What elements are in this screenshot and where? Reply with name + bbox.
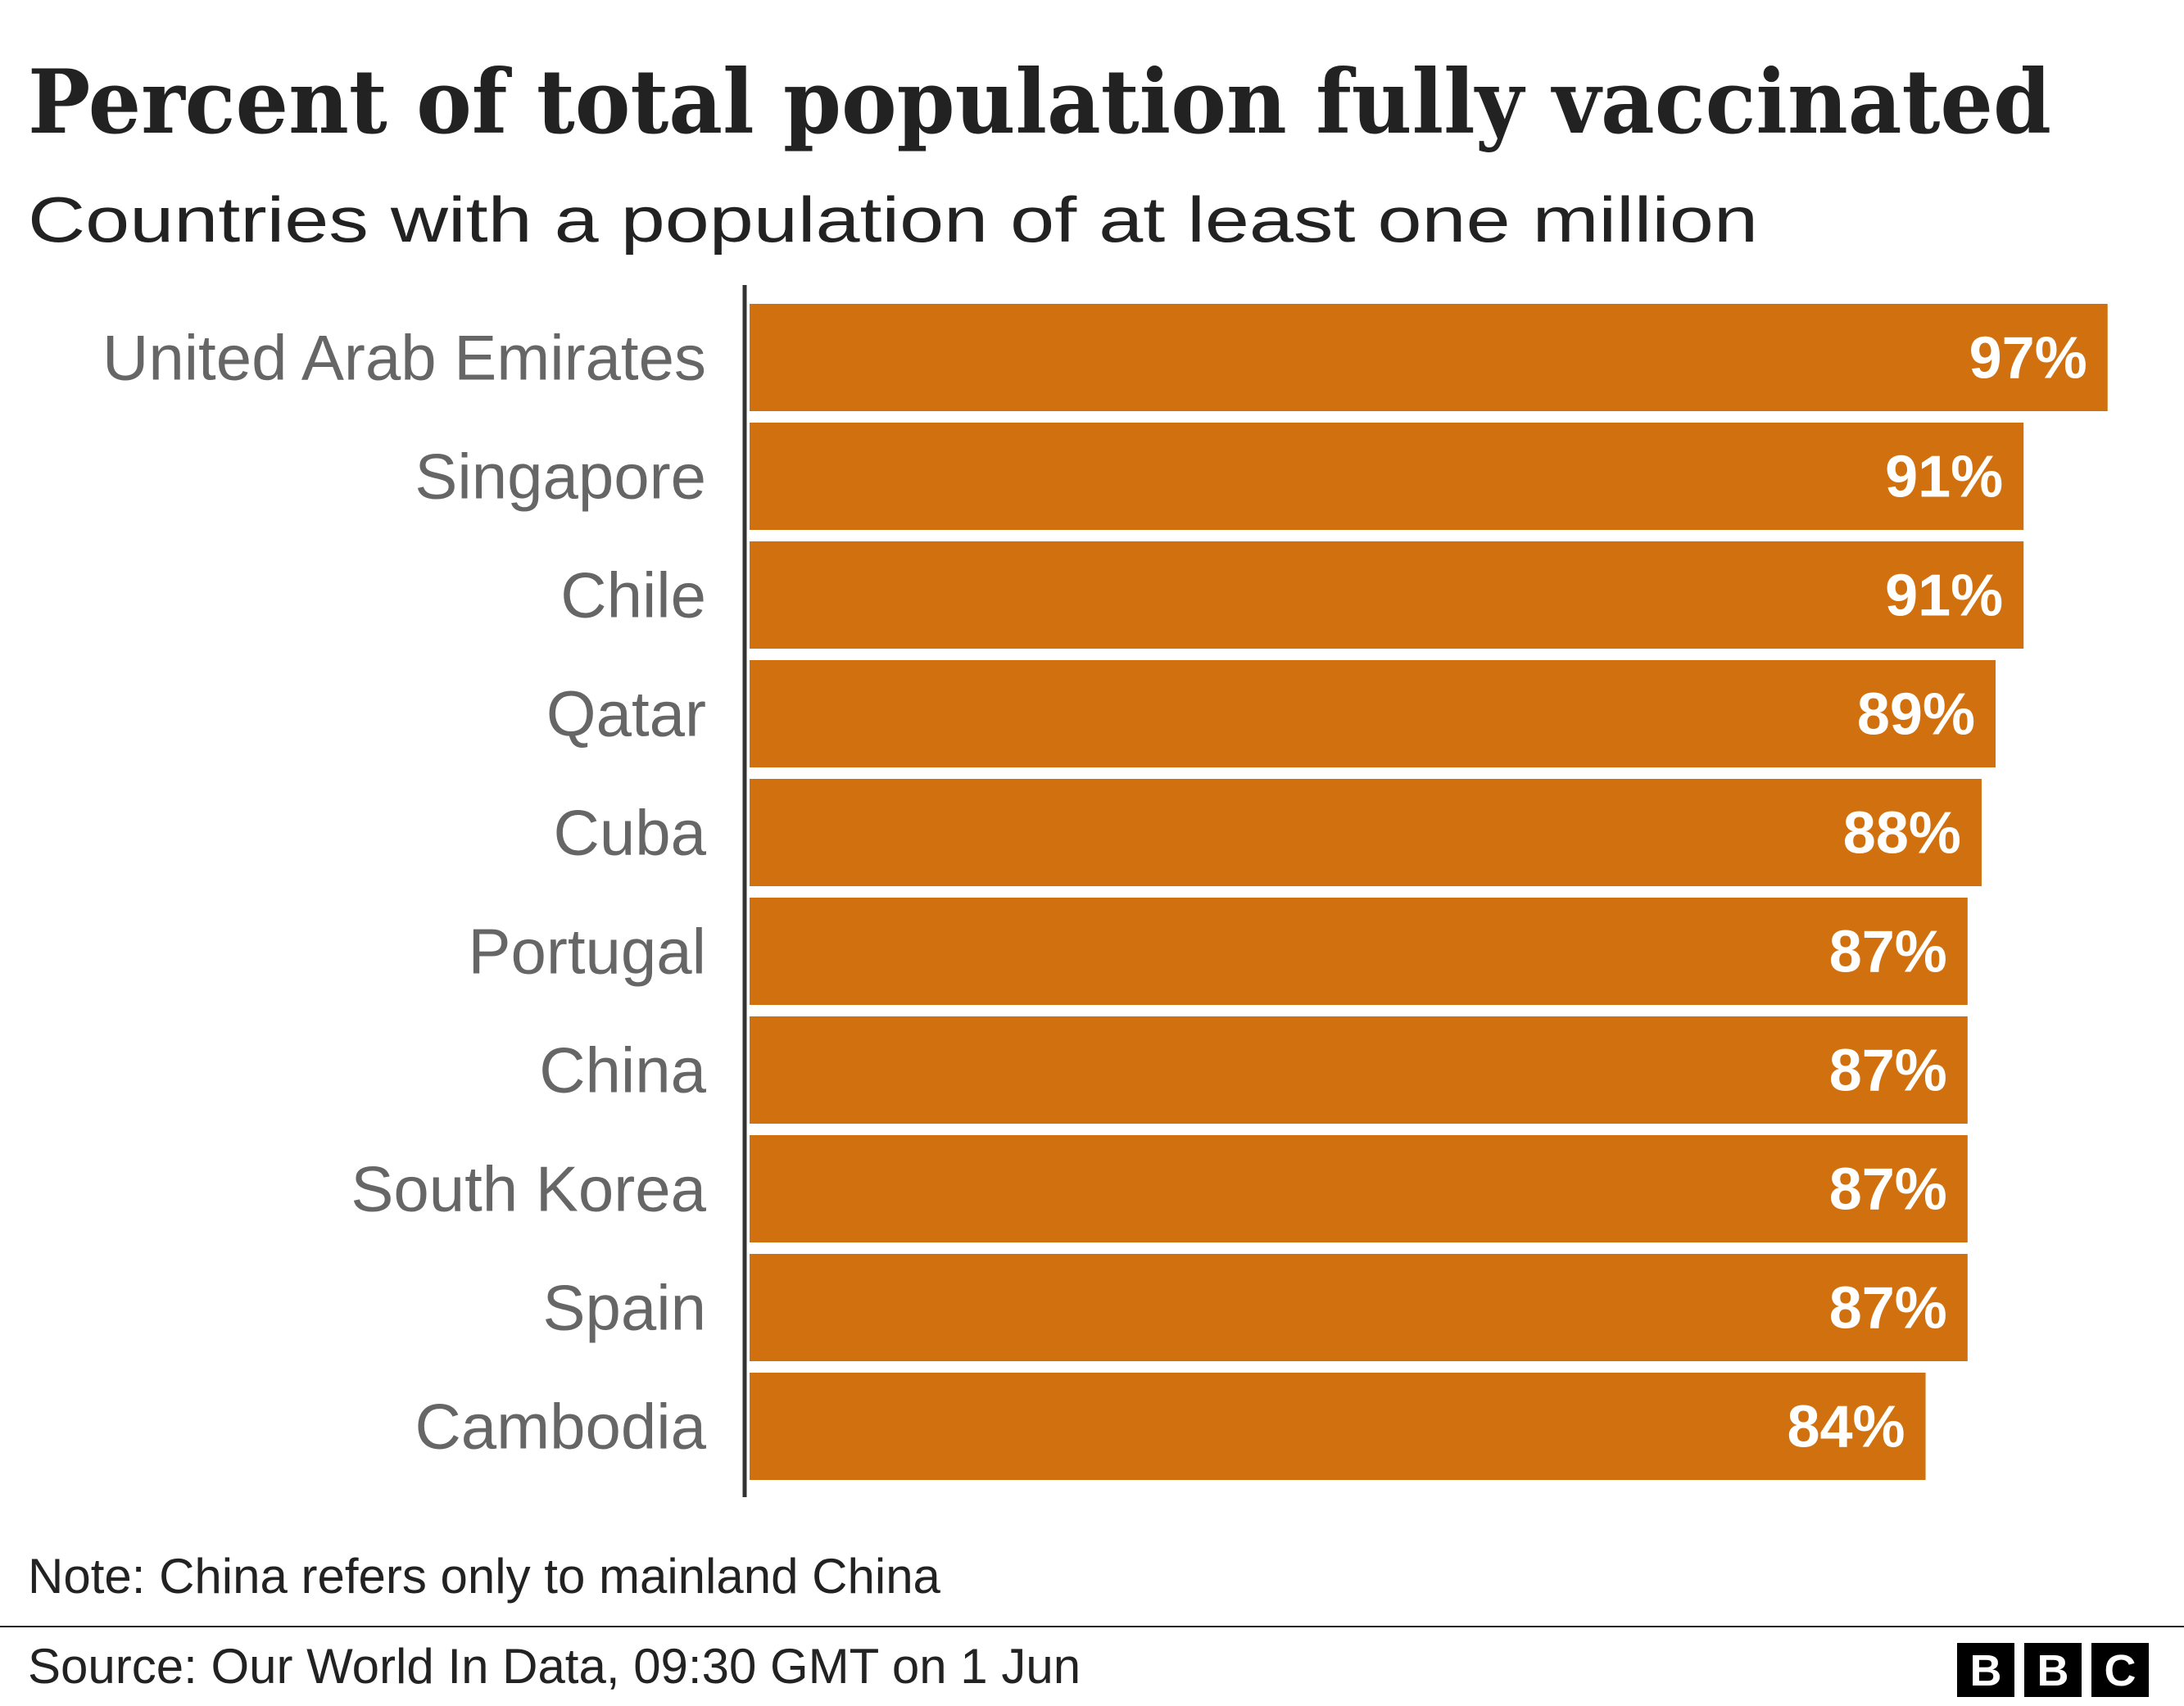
- value-label: 87%: [1829, 920, 1947, 985]
- logo-box: [2024, 1643, 2082, 1697]
- logo-letter: B: [2037, 1646, 2069, 1695]
- category-label: Cuba: [554, 797, 707, 869]
- value-label: 87%: [1829, 1276, 1947, 1342]
- value-label: 97%: [1969, 326, 2087, 391]
- bar: [750, 541, 2024, 649]
- bar: [750, 1016, 1968, 1124]
- bar: [750, 304, 2108, 411]
- bar: [750, 1373, 1926, 1480]
- value-label: 88%: [1843, 801, 1961, 867]
- category-label: South Korea: [351, 1153, 706, 1225]
- logo-letter: C: [2105, 1646, 2136, 1695]
- category-label: Spain: [543, 1272, 707, 1344]
- category-label: China: [539, 1034, 706, 1106]
- logo-box: [1957, 1643, 2014, 1697]
- bar: [750, 423, 2024, 530]
- value-label: 91%: [1885, 445, 2003, 510]
- logo-box: [2091, 1643, 2149, 1697]
- value-label: 89%: [1857, 682, 1975, 748]
- source: Source: Our World In Data, 09:30 GMT on …: [28, 1639, 1081, 1694]
- bar: [750, 1135, 1968, 1242]
- category-label: Chile: [560, 559, 706, 631]
- note: Note: China refers only to mainland Chin…: [28, 1549, 941, 1604]
- bar: [750, 1254, 1968, 1361]
- bar: [750, 660, 1996, 767]
- value-label: 91%: [1885, 563, 2003, 629]
- chart-subtitle: Countries with a population of at least …: [28, 183, 1758, 256]
- category-label: Portugal: [468, 916, 706, 988]
- logo-letter: B: [1970, 1646, 2002, 1695]
- category-label: Cambodia: [415, 1391, 706, 1463]
- value-label: 87%: [1829, 1157, 1947, 1223]
- category-label: Singapore: [415, 441, 706, 513]
- category-label: Qatar: [546, 678, 706, 750]
- value-label: 87%: [1829, 1039, 1947, 1104]
- bar: [750, 779, 1982, 886]
- chart-title: Percent of total population fully vaccin…: [28, 51, 2051, 154]
- bar: [750, 898, 1968, 1005]
- category-label: United Arab Emirates: [102, 322, 706, 394]
- value-label: 84%: [1787, 1395, 1905, 1460]
